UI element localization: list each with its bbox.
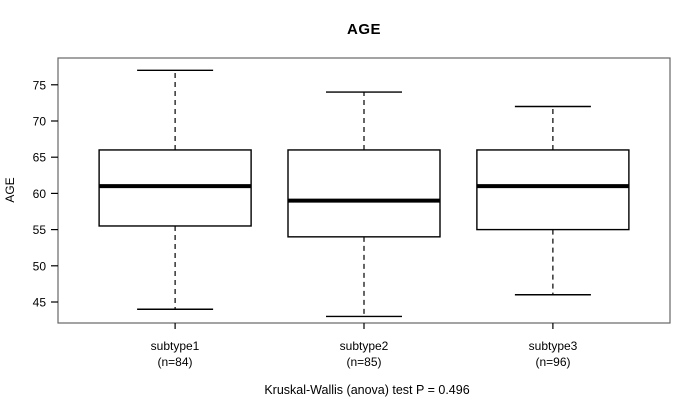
iqr-box xyxy=(476,149,630,231)
chart-title: AGE xyxy=(346,21,381,38)
group-name: subtype2 xyxy=(339,339,389,353)
group-n-count: (n=85) xyxy=(346,355,382,369)
y-axis-tick-label: 65 xyxy=(33,151,47,165)
y-axis-tick-label: 45 xyxy=(33,296,47,310)
x-axis-group-label-subtype3: subtype3 (n=96) xyxy=(473,338,633,370)
iqr-box xyxy=(287,149,441,238)
y-axis-tick-label: 70 xyxy=(33,114,47,128)
group-n-count: (n=84) xyxy=(157,355,193,369)
group-name: subtype1 xyxy=(150,339,200,353)
y-axis-tick-label: 60 xyxy=(33,187,47,201)
y-axis-tick-label: 55 xyxy=(33,223,47,237)
statistical-test-caption: Kruskal-Wallis (anova) test P = 0.496 xyxy=(264,383,470,397)
group-n-count: (n=96) xyxy=(535,355,571,369)
group-name: subtype3 xyxy=(528,339,578,353)
x-axis-group-label-subtype1: subtype1 (n=84) xyxy=(95,338,255,370)
y-axis-tick-label: 50 xyxy=(33,259,47,273)
y-axis-tick-label: 75 xyxy=(33,78,47,92)
x-axis-group-label-subtype2: subtype2 (n=85) xyxy=(284,338,444,370)
